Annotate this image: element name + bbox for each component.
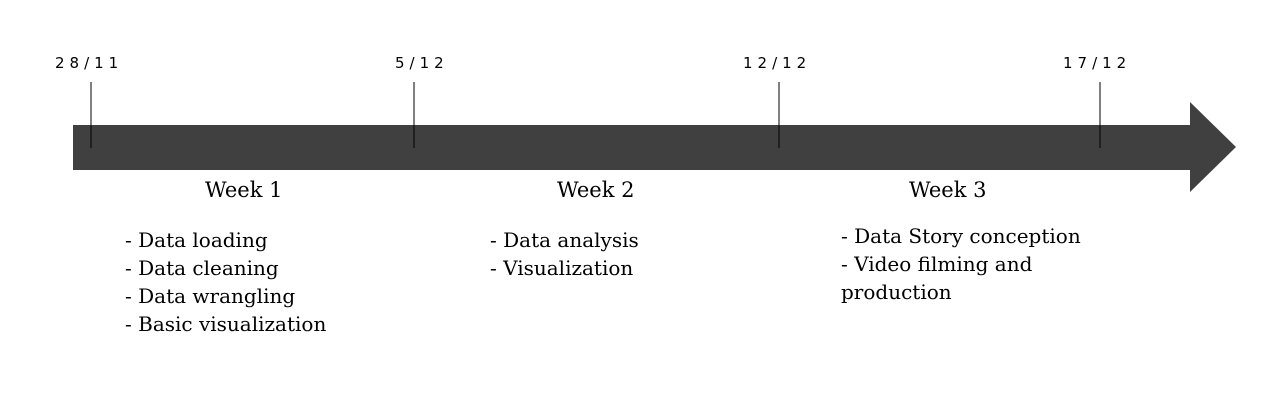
task-item: - Data loading <box>125 228 268 252</box>
task-item: - Video filming and production <box>841 252 1033 304</box>
task-item: - Data analysis <box>490 228 639 252</box>
task-item: - Visualization <box>490 256 634 280</box>
timeline-arrow <box>73 102 1236 192</box>
date-label-4: 17/12 <box>1063 54 1132 72</box>
task-item: - Data wrangling <box>125 284 296 308</box>
date-label-3: 12/12 <box>743 54 812 72</box>
task-item: - Data Story conception <box>841 224 1081 248</box>
week-3-title: Week 3 <box>909 178 987 202</box>
week-2-task-list: - Data analysis - Visualization <box>490 226 730 282</box>
week-2-title: Week 2 <box>557 178 635 202</box>
date-label-1: 28/11 <box>55 54 124 72</box>
week-3-task-list: - Data Story conception - Video filming … <box>841 222 1131 306</box>
task-item: - Basic visualization <box>125 312 327 336</box>
task-item: - Data cleaning <box>125 256 279 280</box>
date-label-2: 5/12 <box>395 54 449 72</box>
week-1-task-list: - Data loading - Data cleaning - Data wr… <box>125 226 425 338</box>
week-1-title: Week 1 <box>205 178 283 202</box>
